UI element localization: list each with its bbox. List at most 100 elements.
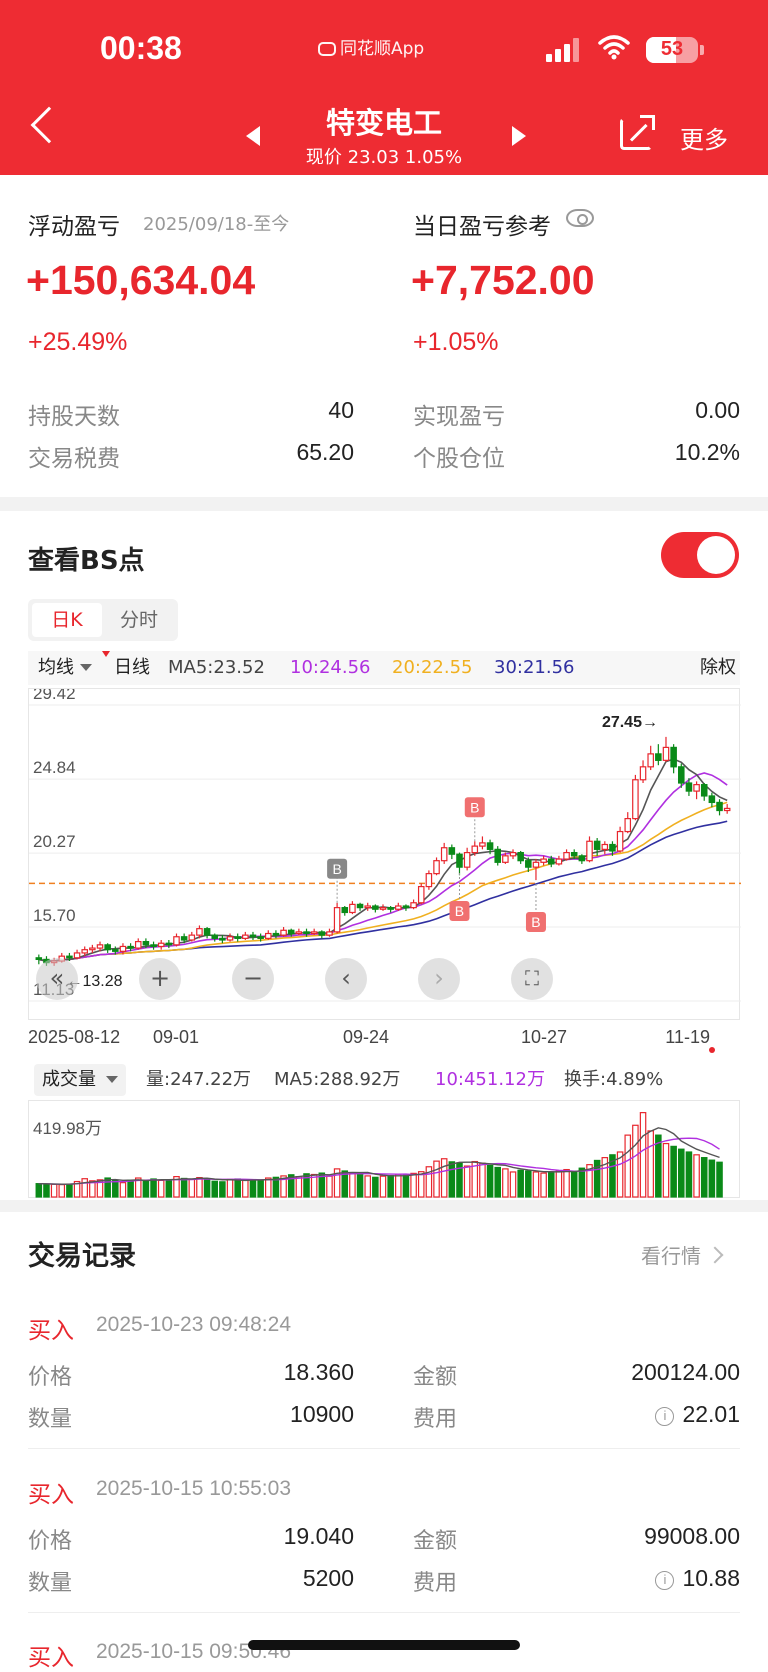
volume-bar (96, 1179, 104, 1198)
info-icon[interactable]: i (655, 1571, 675, 1590)
record-time: 2025-10-15 10:55:03 (96, 1477, 291, 1500)
candle (532, 861, 540, 868)
candle (693, 784, 700, 792)
volume-bar (570, 1171, 578, 1198)
volume-bar (157, 1179, 165, 1198)
chevron-down-icon (106, 1076, 118, 1083)
record-qty: 5200 (302, 1565, 354, 1591)
float-pnl-value: +150,634.04 (26, 257, 256, 303)
candle (66, 955, 73, 959)
candle (716, 801, 723, 812)
battery-level: 53 (660, 38, 684, 60)
info-icon[interactable]: i (655, 1407, 675, 1426)
candle (632, 779, 639, 820)
volume-bar (196, 1176, 203, 1198)
volume-bar (341, 1170, 349, 1198)
volume-bar (685, 1151, 693, 1198)
candle (479, 842, 486, 847)
y-tick-label: 24.84 (33, 758, 76, 777)
volume-bar (647, 1130, 654, 1198)
buy-marker (525, 911, 546, 932)
volume-bar (655, 1134, 662, 1198)
next-stock-button[interactable] (512, 126, 526, 146)
record-type: 买入 (28, 1645, 74, 1671)
volume-bar (188, 1178, 196, 1198)
record-qty: 10900 (290, 1401, 354, 1427)
collapse-left-icon[interactable]: « (36, 958, 78, 1000)
turnover: 换手:4.89% (564, 1069, 664, 1090)
volume-axis-label: 419.98万 (33, 1119, 102, 1138)
x-tick-label: 09-24 (343, 1027, 389, 1047)
view-quotes-link[interactable]: 看行情 (641, 1240, 724, 1269)
candle (494, 848, 502, 863)
back-button[interactable] (30, 106, 68, 144)
volume-bar (662, 1142, 670, 1198)
record-qty-label: 数量 (28, 1571, 73, 1596)
volume-bar (479, 1162, 486, 1198)
candle (601, 843, 609, 850)
more-button[interactable]: 更多 (680, 126, 728, 154)
wifi-icon (598, 34, 630, 67)
candle (586, 840, 593, 862)
candle (310, 931, 318, 935)
adjust-label[interactable]: 除权 (700, 657, 736, 678)
volume-bar (494, 1166, 502, 1198)
volume-bar (586, 1164, 593, 1198)
current-day-dot (709, 1047, 715, 1053)
eye-icon[interactable] (566, 209, 594, 227)
zoom-out-icon[interactable]: − (232, 958, 274, 1000)
volume-bar (173, 1176, 180, 1198)
bs-section-title: 查看BS点 (28, 546, 145, 576)
candle (395, 905, 402, 910)
volume-bar (639, 1112, 647, 1198)
candle (609, 843, 616, 852)
candle (73, 952, 81, 959)
buy-marker (327, 858, 348, 879)
hold-days-label: 持股天数 (28, 404, 120, 430)
record-fee: i 22.01 (560, 1401, 740, 1428)
candle (35, 957, 43, 961)
scroll-right-icon[interactable]: › (418, 958, 460, 1000)
volume-selector[interactable]: 成交量 (34, 1064, 126, 1096)
fullscreen-icon[interactable]: ⛶ (511, 958, 553, 1000)
candle (463, 851, 471, 868)
volume-bar (486, 1164, 494, 1198)
kline-chart[interactable]: 29.4224.8420.2715.7011.13BBBB27.45→←13.2… (28, 684, 741, 1020)
candle (119, 945, 127, 952)
candle (593, 840, 601, 850)
candle (425, 873, 433, 888)
volume-svg: 419.98万 (33, 1112, 723, 1198)
candle (379, 907, 387, 910)
signal-icon (546, 38, 582, 62)
candle (700, 784, 708, 797)
ma-selector[interactable]: 均线 (38, 651, 92, 685)
volume-bar (333, 1168, 341, 1198)
volume-bar (112, 1179, 119, 1198)
status-app-label: 同花顺App (318, 34, 424, 59)
record-fee-label: 费用 (413, 1407, 458, 1432)
zoom-in-icon[interactable]: + (139, 958, 181, 1000)
volume-bar (402, 1174, 410, 1198)
view-quotes-label: 看行情 (641, 1244, 701, 1268)
volume-bar (242, 1179, 249, 1198)
candle (173, 936, 180, 946)
scroll-left-icon[interactable]: ‹ (325, 958, 367, 1000)
bs-toggle[interactable] (661, 532, 739, 578)
volume-chart[interactable]: 419.98万 (28, 1100, 740, 1198)
ma20-value: 20:22.55 (392, 657, 473, 678)
candle (372, 905, 379, 910)
candle (196, 928, 203, 936)
candle (234, 936, 241, 939)
tab-intraday[interactable]: 分时 (119, 609, 158, 631)
volume-bar (295, 1176, 303, 1198)
volume-bar (119, 1182, 127, 1198)
x-tick-label: 09-01 (153, 1027, 199, 1047)
candle (180, 936, 188, 941)
prev-stock-button[interactable] (246, 126, 260, 146)
stock-price-subtitle: 现价 23.03 1.05% (305, 147, 463, 168)
share-icon[interactable] (620, 115, 655, 150)
tab-daily-k[interactable]: 日K (32, 603, 102, 637)
record-type: 买入 (28, 1318, 74, 1344)
volume-bar (555, 1170, 563, 1198)
section-divider (0, 1200, 768, 1212)
